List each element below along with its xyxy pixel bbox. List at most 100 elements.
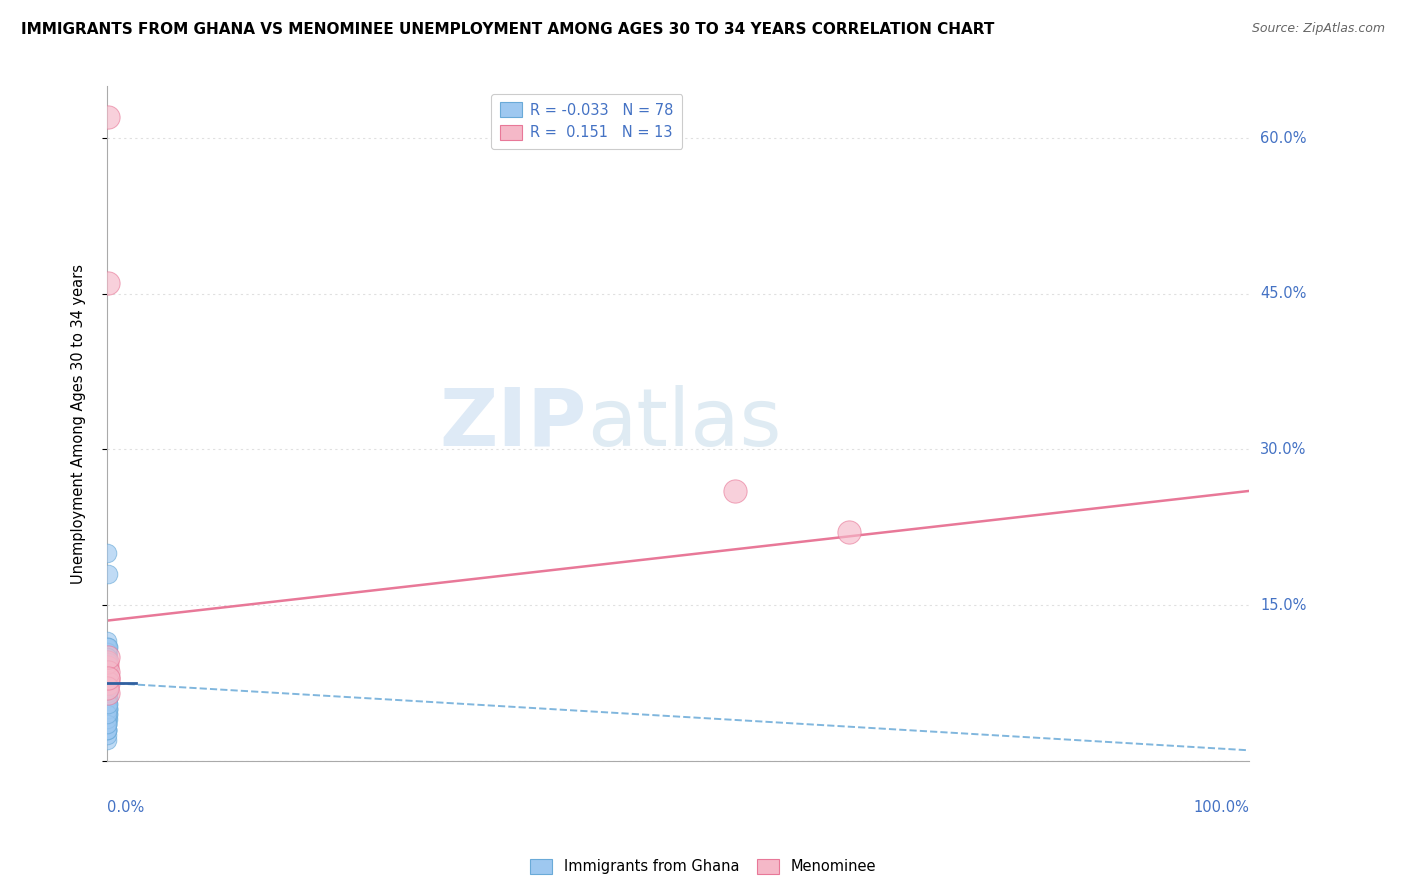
Text: 60.0%: 60.0% bbox=[1260, 131, 1306, 145]
Point bbox=[97, 649, 120, 664]
Point bbox=[97, 706, 120, 721]
Point bbox=[96, 728, 118, 742]
Point bbox=[97, 676, 120, 690]
Point bbox=[97, 681, 120, 695]
Point bbox=[96, 706, 118, 721]
Point bbox=[97, 665, 120, 680]
Point bbox=[96, 645, 118, 659]
Legend: R = -0.033   N = 78, R =  0.151   N = 13: R = -0.033 N = 78, R = 0.151 N = 13 bbox=[491, 94, 682, 149]
Point bbox=[97, 691, 120, 706]
Point bbox=[96, 681, 118, 695]
Point bbox=[96, 681, 118, 695]
Point bbox=[97, 681, 120, 695]
Point bbox=[97, 655, 120, 669]
Point bbox=[97, 671, 120, 685]
Text: Source: ZipAtlas.com: Source: ZipAtlas.com bbox=[1251, 22, 1385, 36]
Point bbox=[96, 723, 118, 737]
Text: 15.0%: 15.0% bbox=[1260, 598, 1306, 613]
Point bbox=[97, 702, 120, 716]
Point bbox=[97, 671, 120, 685]
Point bbox=[97, 676, 120, 690]
Point bbox=[96, 723, 118, 737]
Point bbox=[97, 566, 120, 581]
Point bbox=[97, 697, 120, 711]
Point bbox=[97, 660, 120, 674]
Point bbox=[97, 671, 120, 685]
Point bbox=[96, 697, 118, 711]
Point bbox=[96, 634, 118, 648]
Text: 45.0%: 45.0% bbox=[1260, 286, 1306, 301]
Point bbox=[96, 665, 118, 680]
Point bbox=[96, 697, 118, 711]
Point bbox=[96, 671, 118, 685]
Point bbox=[96, 640, 118, 654]
Text: IMMIGRANTS FROM GHANA VS MENOMINEE UNEMPLOYMENT AMONG AGES 30 TO 34 YEARS CORREL: IMMIGRANTS FROM GHANA VS MENOMINEE UNEMP… bbox=[21, 22, 994, 37]
Y-axis label: Unemployment Among Ages 30 to 34 years: Unemployment Among Ages 30 to 34 years bbox=[72, 263, 86, 583]
Point bbox=[96, 702, 118, 716]
Point bbox=[97, 660, 120, 674]
Point bbox=[97, 686, 120, 700]
Point bbox=[96, 697, 118, 711]
Point bbox=[96, 733, 118, 747]
Point bbox=[96, 697, 118, 711]
Point bbox=[838, 525, 860, 540]
Point bbox=[97, 655, 120, 669]
Point bbox=[97, 686, 120, 700]
Point bbox=[96, 712, 118, 726]
Point bbox=[97, 706, 120, 721]
Point bbox=[96, 649, 118, 664]
Point bbox=[97, 665, 120, 680]
Point bbox=[96, 706, 118, 721]
Point bbox=[96, 723, 118, 737]
Point bbox=[96, 676, 118, 690]
Point bbox=[97, 660, 120, 674]
Point bbox=[96, 712, 118, 726]
Text: 100.0%: 100.0% bbox=[1194, 799, 1249, 814]
Point bbox=[96, 660, 118, 674]
Point bbox=[96, 655, 118, 669]
Point bbox=[97, 645, 120, 659]
Point bbox=[97, 691, 120, 706]
Point bbox=[96, 702, 118, 716]
Point bbox=[96, 691, 118, 706]
Point bbox=[96, 723, 118, 737]
Point bbox=[96, 655, 118, 669]
Point bbox=[97, 676, 120, 690]
Point bbox=[96, 717, 118, 731]
Point bbox=[96, 691, 118, 706]
Point bbox=[97, 665, 120, 680]
Point bbox=[96, 660, 118, 674]
Point bbox=[97, 697, 120, 711]
Point bbox=[97, 277, 120, 291]
Point bbox=[96, 717, 118, 731]
Legend: Immigrants from Ghana, Menominee: Immigrants from Ghana, Menominee bbox=[524, 853, 882, 880]
Point bbox=[96, 717, 118, 731]
Point bbox=[97, 649, 120, 664]
Point bbox=[96, 655, 118, 669]
Point bbox=[96, 686, 118, 700]
Point bbox=[96, 712, 118, 726]
Point bbox=[97, 712, 120, 726]
Point bbox=[96, 665, 118, 680]
Text: ZIP: ZIP bbox=[440, 384, 586, 463]
Point bbox=[97, 702, 120, 716]
Point bbox=[96, 717, 118, 731]
Point bbox=[97, 691, 120, 706]
Point bbox=[96, 546, 118, 560]
Point bbox=[96, 681, 118, 695]
Point bbox=[97, 702, 120, 716]
Point bbox=[96, 671, 118, 685]
Point bbox=[97, 681, 120, 695]
Text: 0.0%: 0.0% bbox=[107, 799, 145, 814]
Point bbox=[97, 671, 120, 685]
Text: 30.0%: 30.0% bbox=[1260, 442, 1306, 457]
Point bbox=[96, 649, 118, 664]
Point bbox=[96, 671, 118, 685]
Point bbox=[96, 681, 118, 695]
Point bbox=[97, 686, 120, 700]
Point bbox=[97, 686, 120, 700]
Point bbox=[97, 640, 120, 654]
Point bbox=[96, 686, 118, 700]
Point bbox=[97, 640, 120, 654]
Point bbox=[97, 111, 120, 125]
